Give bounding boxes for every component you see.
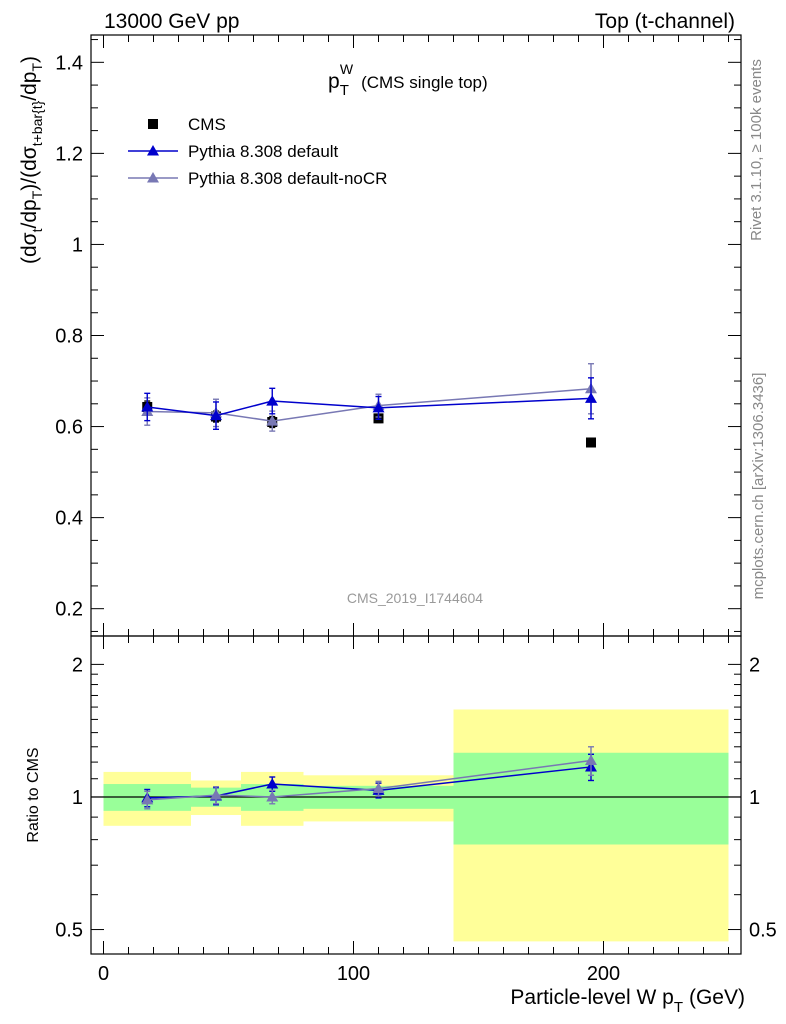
title-sup: W	[340, 61, 354, 77]
ratio-bands	[103, 709, 729, 942]
main-y-tick-label: 1.2	[55, 143, 83, 165]
xlabel-main: Particle-level W p	[510, 986, 673, 1009]
legend-label: CMS	[188, 115, 226, 134]
ratio-pythia-nocr-point	[210, 789, 222, 800]
ylabel-part: T	[29, 190, 45, 199]
legend-label: Pythia 8.308 default	[188, 142, 339, 161]
main-y-tick-label: 0.2	[55, 599, 83, 621]
ratio-data-layer	[141, 746, 597, 810]
rivet-label: Rivet 3.1.10, ≥ 100k events	[748, 59, 765, 241]
pythia-default-point	[372, 401, 385, 413]
x-tick-label: 100	[337, 963, 370, 985]
ratio-frame	[90, 635, 742, 955]
xlabel-unit: (GeV)	[689, 986, 745, 1009]
plot-title: pTW (CMS single top)	[328, 61, 488, 99]
ratio-pythia-nocr-point	[372, 782, 385, 794]
legend-marker	[147, 145, 159, 156]
ylabel-part: )	[18, 56, 41, 63]
ratio-ylabel: Ratio to CMS	[25, 747, 42, 842]
main-y-tick-label: 0.8	[55, 326, 83, 348]
pythia-default-point	[585, 392, 597, 403]
ratio-y-tick-label: 1	[72, 787, 83, 809]
cms-point	[586, 437, 596, 448]
mcplots-label: mcplots.cern.ch [arXiv:1306.3436]	[750, 373, 767, 600]
legend-marker-cms	[148, 119, 158, 129]
ylabel-part: )/(dσ	[18, 146, 41, 191]
main-y-tick-label: 1.4	[55, 52, 83, 74]
ylabel-part: T	[29, 63, 45, 72]
ratio-y-tick-label: 0.5	[55, 920, 83, 942]
legend: CMS Pythia 8.308 default Pythia 8.308 defa…	[128, 115, 387, 188]
analysis-watermark: CMS_2019_I1744604	[347, 590, 483, 606]
ratio-pythia-nocr-point	[585, 754, 597, 766]
x-axis-label: Particle-level W pT (GeV)	[510, 986, 745, 1016]
title-rest: (CMS single top)	[361, 73, 488, 92]
ylabel-part: /dp	[18, 72, 41, 101]
pythia-default-point	[141, 400, 154, 412]
pythia-default-point	[266, 395, 279, 406]
legend-label: Pythia 8.308 default-noCR	[188, 169, 387, 188]
legend-marker	[147, 172, 159, 183]
ylabel-part: t+bar{t}	[29, 100, 45, 146]
ratio-y-tick-label-right: 1	[749, 787, 760, 809]
main-y-tick-label: 0.4	[55, 508, 83, 530]
pythia-default-point	[210, 409, 222, 421]
main-data-layer	[141, 363, 597, 448]
ylabel-part: (dσ	[18, 232, 41, 264]
main-y-tick-label: 0.6	[55, 417, 83, 439]
header-right: Top (t-channel)	[595, 10, 735, 33]
ratio-pythia-nocr-point	[266, 790, 279, 802]
main-y-tick-label: 1	[72, 234, 83, 256]
main-ylabel: (dσt/dpT)/(dσt+bar{t}/dpT)	[18, 56, 45, 264]
ratio-y-tick-label-right: 2	[749, 654, 760, 676]
xlabel-sub: T	[674, 999, 683, 1016]
title-sub: T	[340, 82, 349, 99]
ratio-pythia-default-point	[266, 778, 279, 789]
header-left: 13000 GeV pp	[104, 10, 239, 33]
axis-ticks	[91, 35, 741, 954]
ratio-pythia-nocr-point	[141, 793, 154, 805]
tick-labels: 0.2 0.4 0.6 0.8 1 1.2 1.4 0 100 200 0.5 0.5 1 1 2 2	[55, 52, 777, 985]
x-tick-label: 200	[587, 963, 620, 985]
x-tick-label: 0	[98, 963, 109, 985]
ylabel-part: /dp	[18, 199, 41, 228]
ratio-y-tick-label-right: 0.5	[749, 920, 777, 942]
ratio-y-tick-label: 2	[72, 654, 83, 676]
pythia-nocr-point	[266, 415, 279, 426]
title-main: p	[328, 70, 340, 93]
ylabel-part: t	[29, 228, 45, 232]
